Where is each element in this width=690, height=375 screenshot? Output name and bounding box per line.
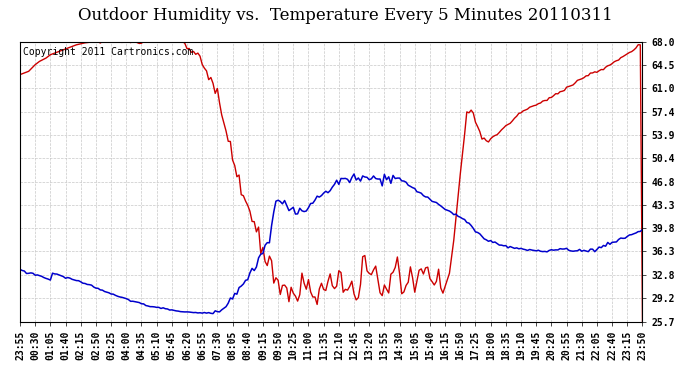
Text: Outdoor Humidity vs.  Temperature Every 5 Minutes 20110311: Outdoor Humidity vs. Temperature Every 5… xyxy=(77,8,613,24)
Text: Copyright 2011 Cartronics.com: Copyright 2011 Cartronics.com xyxy=(23,47,193,57)
